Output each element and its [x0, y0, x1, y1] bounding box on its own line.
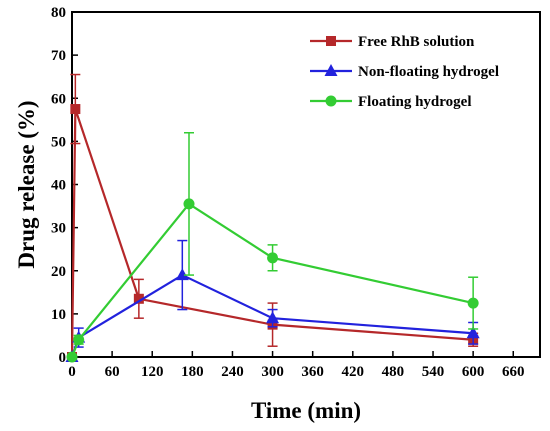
- legend-label: Non-floating hydrogel: [358, 64, 499, 80]
- legend-marker: [324, 64, 338, 76]
- x-tick-label: 120: [141, 364, 164, 380]
- y-axis: 0 10 20 30 40 50 60 70 80: [51, 5, 78, 366]
- legend-item: Free RhB solution: [310, 34, 475, 50]
- y-tick-label: 40: [51, 178, 66, 194]
- x-tick-label: 420: [342, 364, 365, 380]
- data-point: [66, 351, 78, 363]
- y-tick-label: 0: [59, 350, 67, 366]
- data-point: [467, 297, 479, 309]
- legend-item: Floating hydrogel: [310, 94, 471, 110]
- x-tick-label: 600: [462, 364, 485, 380]
- y-tick-label: 80: [51, 5, 66, 21]
- y-tick-label: 10: [51, 307, 66, 323]
- data-point: [183, 198, 195, 210]
- legend-item: Non-floating hydrogel: [310, 64, 499, 80]
- legend-label: Floating hydrogel: [358, 94, 471, 110]
- plot-area: 0 60 120 180 240 300 360 420 480 540 600 660 0 10 20 3…: [51, 5, 541, 380]
- x-tick-label: 180: [181, 364, 204, 380]
- legend-marker: [325, 95, 337, 107]
- x-tick-label: 360: [301, 364, 324, 380]
- series-circle: [66, 132, 479, 363]
- data-point: [73, 334, 85, 346]
- legend-label: Free RhB solution: [358, 34, 475, 50]
- x-tick-label: 480: [382, 364, 405, 380]
- x-tick-label: 0: [68, 364, 76, 380]
- y-tick-label: 30: [51, 221, 66, 237]
- x-tick-label: 660: [502, 364, 525, 380]
- series-layer: [65, 73, 480, 363]
- x-axis: 0 60 120 180 240 300 360 420 480 540 600 660: [68, 351, 525, 380]
- data-point: [133, 293, 144, 304]
- data-point: [175, 268, 189, 281]
- x-tick-label: 240: [221, 364, 244, 380]
- data-point: [266, 311, 280, 324]
- x-axis-title: Time (min): [251, 398, 361, 423]
- x-tick-label: 540: [422, 364, 445, 380]
- y-tick-label: 70: [51, 48, 66, 64]
- y-tick-label: 50: [51, 134, 66, 150]
- x-tick-label: 60: [105, 364, 120, 380]
- data-point: [466, 326, 480, 339]
- legend: Free RhB solution Non-floating hydrogel Fl…: [310, 34, 499, 110]
- data-point: [70, 104, 81, 115]
- y-tick-label: 60: [51, 91, 66, 107]
- x-tick-label: 300: [261, 364, 284, 380]
- legend-marker: [326, 36, 336, 46]
- y-axis-title: Drug release (%): [14, 100, 39, 268]
- y-tick-label: 20: [51, 264, 66, 280]
- data-point: [267, 252, 279, 264]
